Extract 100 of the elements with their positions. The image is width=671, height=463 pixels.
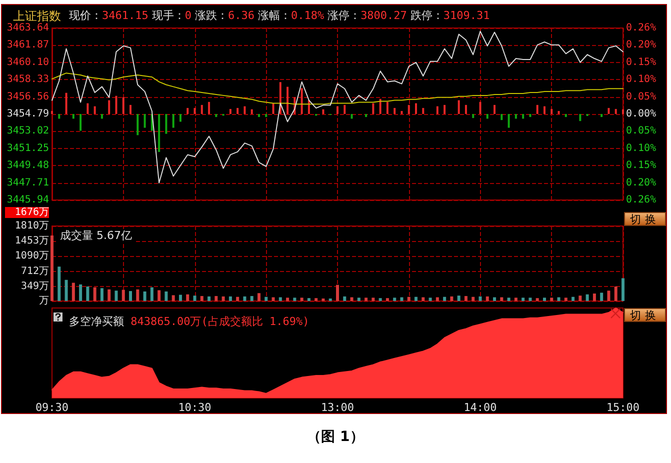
bar <box>557 297 560 301</box>
bar <box>293 298 296 301</box>
bar <box>564 114 567 118</box>
y-tick-label: 3460.10 <box>6 56 49 68</box>
bar <box>50 236 54 301</box>
y2-tick-label: 0.20% <box>626 177 656 188</box>
bar <box>350 297 354 301</box>
bar <box>194 108 196 114</box>
bar <box>193 296 196 301</box>
text: 现价：3461.15 现手：0 涨跌：6.36 涨幅：0.18% 涨停：3800.27 跌停：3109.31 <box>69 9 490 22</box>
bar <box>336 106 338 114</box>
bar <box>450 296 454 301</box>
x-tick-label: 14:00 <box>464 401 497 414</box>
bar <box>314 298 318 301</box>
bar <box>386 298 389 301</box>
bar <box>115 96 118 114</box>
y-tick-label: 3447.71 <box>6 177 49 188</box>
bar <box>536 298 539 301</box>
bar <box>258 114 260 118</box>
switch-button: 切换 <box>624 212 666 226</box>
bar <box>500 114 503 120</box>
bar <box>536 104 538 114</box>
bar <box>400 110 403 114</box>
chart-title: 成交量 5.67亿 <box>60 229 132 242</box>
bar <box>172 114 174 128</box>
bar <box>514 298 518 301</box>
y-tick-label: 1090万 <box>14 250 49 262</box>
y-tick-label: 1810万 <box>14 220 49 232</box>
bar <box>400 297 404 301</box>
bar <box>479 102 482 114</box>
bar <box>200 296 204 301</box>
bar <box>178 294 182 301</box>
bar <box>357 298 360 301</box>
bar <box>543 106 546 114</box>
bar <box>428 298 432 301</box>
bar <box>608 108 610 114</box>
bar <box>622 278 624 301</box>
chart-title: 上证指数 <box>13 9 61 23</box>
bar <box>586 294 589 301</box>
bar <box>108 100 110 114</box>
bar <box>179 114 182 122</box>
bar <box>86 103 89 114</box>
bar <box>336 284 339 301</box>
bar <box>607 290 610 301</box>
bar <box>444 104 446 114</box>
bar <box>214 296 218 301</box>
bar <box>228 296 232 301</box>
bar <box>365 114 368 118</box>
bar <box>614 108 617 114</box>
y2-tick-label: 0.00% <box>626 108 656 120</box>
bar <box>550 108 553 114</box>
x-tick-label: 13:00 <box>320 401 354 414</box>
bar <box>493 297 496 301</box>
bar <box>278 297 282 301</box>
bar <box>415 103 418 114</box>
bar <box>436 297 439 301</box>
bar <box>622 109 624 114</box>
bar <box>136 114 139 136</box>
bar <box>236 296 240 301</box>
bar <box>136 289 140 301</box>
y2-tick-label: 0.26% <box>626 22 656 34</box>
bar <box>264 296 268 301</box>
bar <box>250 296 254 301</box>
bar <box>508 114 510 128</box>
bar <box>457 296 460 301</box>
bar <box>186 108 189 114</box>
bar <box>522 298 525 301</box>
bar <box>464 296 468 301</box>
bar <box>158 290 161 301</box>
bar <box>344 104 346 114</box>
line-series <box>52 30 624 184</box>
bar <box>472 114 474 118</box>
bar <box>378 298 382 301</box>
bar <box>143 291 146 301</box>
bar <box>64 280 68 301</box>
y-tick-label: 3456.56 <box>6 91 49 102</box>
bar <box>150 287 154 301</box>
bar <box>394 108 396 114</box>
bar <box>100 114 103 119</box>
bar <box>257 293 260 301</box>
bar <box>486 296 489 301</box>
bar <box>507 298 510 301</box>
text: 1676万 <box>5 207 49 218</box>
bar <box>364 298 368 301</box>
bar <box>422 297 425 301</box>
y2-tick-label: 0.05% <box>626 91 656 102</box>
bar <box>572 296 575 301</box>
bar <box>186 294 190 301</box>
bar <box>93 287 96 301</box>
bar <box>414 296 418 301</box>
bar <box>72 282 75 301</box>
y-tick-label: 3453.02 <box>6 126 49 137</box>
bar <box>108 289 111 301</box>
bar <box>158 114 160 152</box>
bar <box>51 110 53 114</box>
switch-button: 切换 <box>624 308 666 322</box>
bar <box>579 114 582 122</box>
bar <box>528 298 532 301</box>
bar <box>500 297 504 301</box>
bar <box>578 296 582 301</box>
